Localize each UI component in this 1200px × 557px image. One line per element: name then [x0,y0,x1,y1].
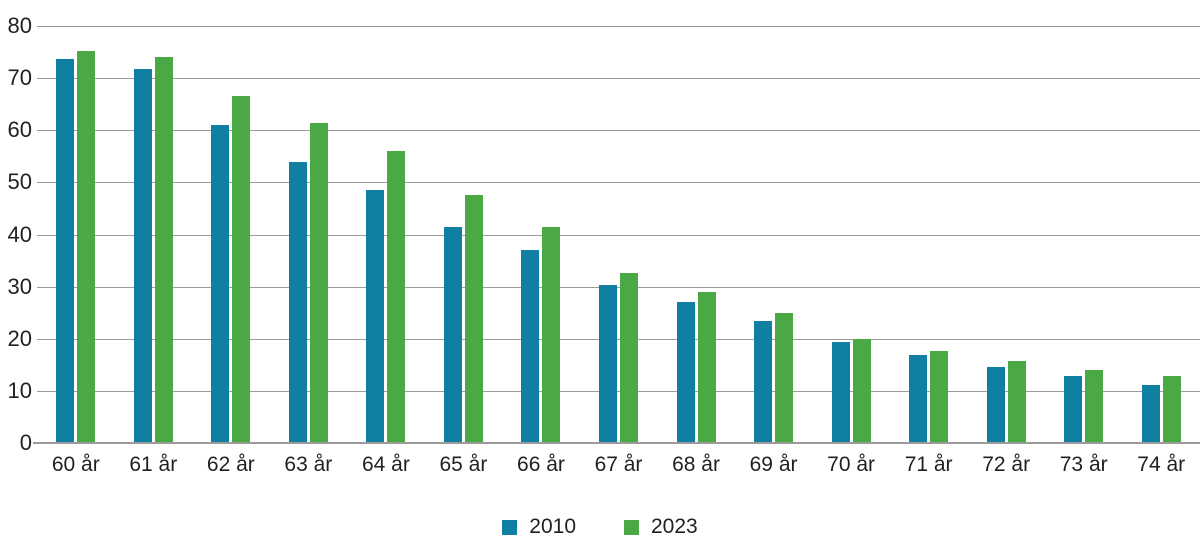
x-axis-label-70-år: 70 år [827,453,876,476]
bar-2010-63-år [288,161,307,443]
x-axis-label-62-år: 62 år [206,453,255,476]
bar-2023-70-år [852,338,871,443]
legend: 2010 2023 [0,515,1200,539]
bar-2023-60-år [77,51,96,443]
bar-2010-60-år [56,58,75,443]
bar-2010-64-år [366,190,385,443]
bar-2010-74-år [1141,385,1160,443]
x-axis-label-61-år: 61 år [129,453,178,476]
gridline-10 [37,390,1200,392]
gridline-40 [37,234,1200,236]
bar-2023-72-år [1007,360,1026,443]
legend-item-2023: 2023 [624,515,698,539]
legend-label-2023: 2023 [651,515,698,538]
bar-2023-64-år [387,151,406,443]
bar-2023-69-år [775,312,794,443]
bar-2010-68-år [676,301,695,443]
bar-2010-70-år [831,341,850,443]
gridline-80 [37,26,1200,27]
gridline-70 [37,78,1200,80]
bar-2010-65-år [443,226,462,443]
x-axis-label-64-år: 64 år [361,453,410,476]
y-tick-label-50: 50 [7,169,32,195]
x-axis-label-65-år: 65 år [439,453,488,476]
bar-2023-65-år [464,195,483,443]
y-tick-label-10: 10 [7,377,32,403]
bar-2023-66-år [542,226,561,443]
bar-2023-73-år [1085,370,1104,443]
bar-2023-71-år [930,350,949,443]
x-axis-line [33,442,1200,444]
plot-area [37,26,1200,443]
bar-2010-72-år [986,367,1005,443]
bar-2010-69-år [754,320,773,443]
x-axis-label-66-år: 66 år [517,453,565,476]
gridline-20 [37,338,1200,340]
bar-2023-68-år [697,292,716,443]
x-axis-label-67-år: 67 år [594,453,643,476]
y-tick-label-40: 40 [7,221,32,247]
x-axis-label-74-år: 74 år [1137,453,1186,476]
bar-2023-63-år [309,123,328,443]
y-tick-label-0: 0 [19,430,32,455]
bar-2010-66-år [521,249,540,443]
bar-2010-71-år [909,354,928,443]
bar-2010-73-år [1064,376,1083,443]
x-axis-label-63-år: 63 år [284,453,333,476]
bar-2023-67-år [620,273,638,443]
y-tick-label-80: 80 [7,13,32,38]
gridline-30 [37,286,1200,288]
bar-2010-61-år [133,68,152,443]
legend-label-2010: 2010 [529,515,576,538]
legend-swatch-2023 [624,519,639,535]
x-axis-label-68-år: 68 år [672,453,720,476]
bar-2010-62-år [211,125,230,443]
x-axis-label-71-år: 71 år [904,453,953,476]
y-tick-label-60: 60 [7,117,32,143]
legend-swatch-2010 [502,519,518,535]
gridline-50 [37,182,1200,184]
x-axis-label-69-år: 69 år [749,453,798,476]
y-tick-label-20: 20 [7,325,32,351]
x-axis-label-60-år: 60 år [51,453,100,476]
y-tick-label-70: 70 [7,65,32,91]
bar-2023-74-år [1162,376,1181,443]
bar-2010-67-år [599,284,617,443]
gridline-60 [37,130,1200,132]
bar-2023-62-år [232,95,251,443]
legend-item-2010: 2010 [502,515,576,539]
x-axis-label-72-år: 72 år [982,453,1031,476]
bar-2023-61-år [154,57,173,443]
y-tick-label-30: 30 [7,273,32,299]
x-axis-label-73-år: 73 år [1059,453,1108,476]
